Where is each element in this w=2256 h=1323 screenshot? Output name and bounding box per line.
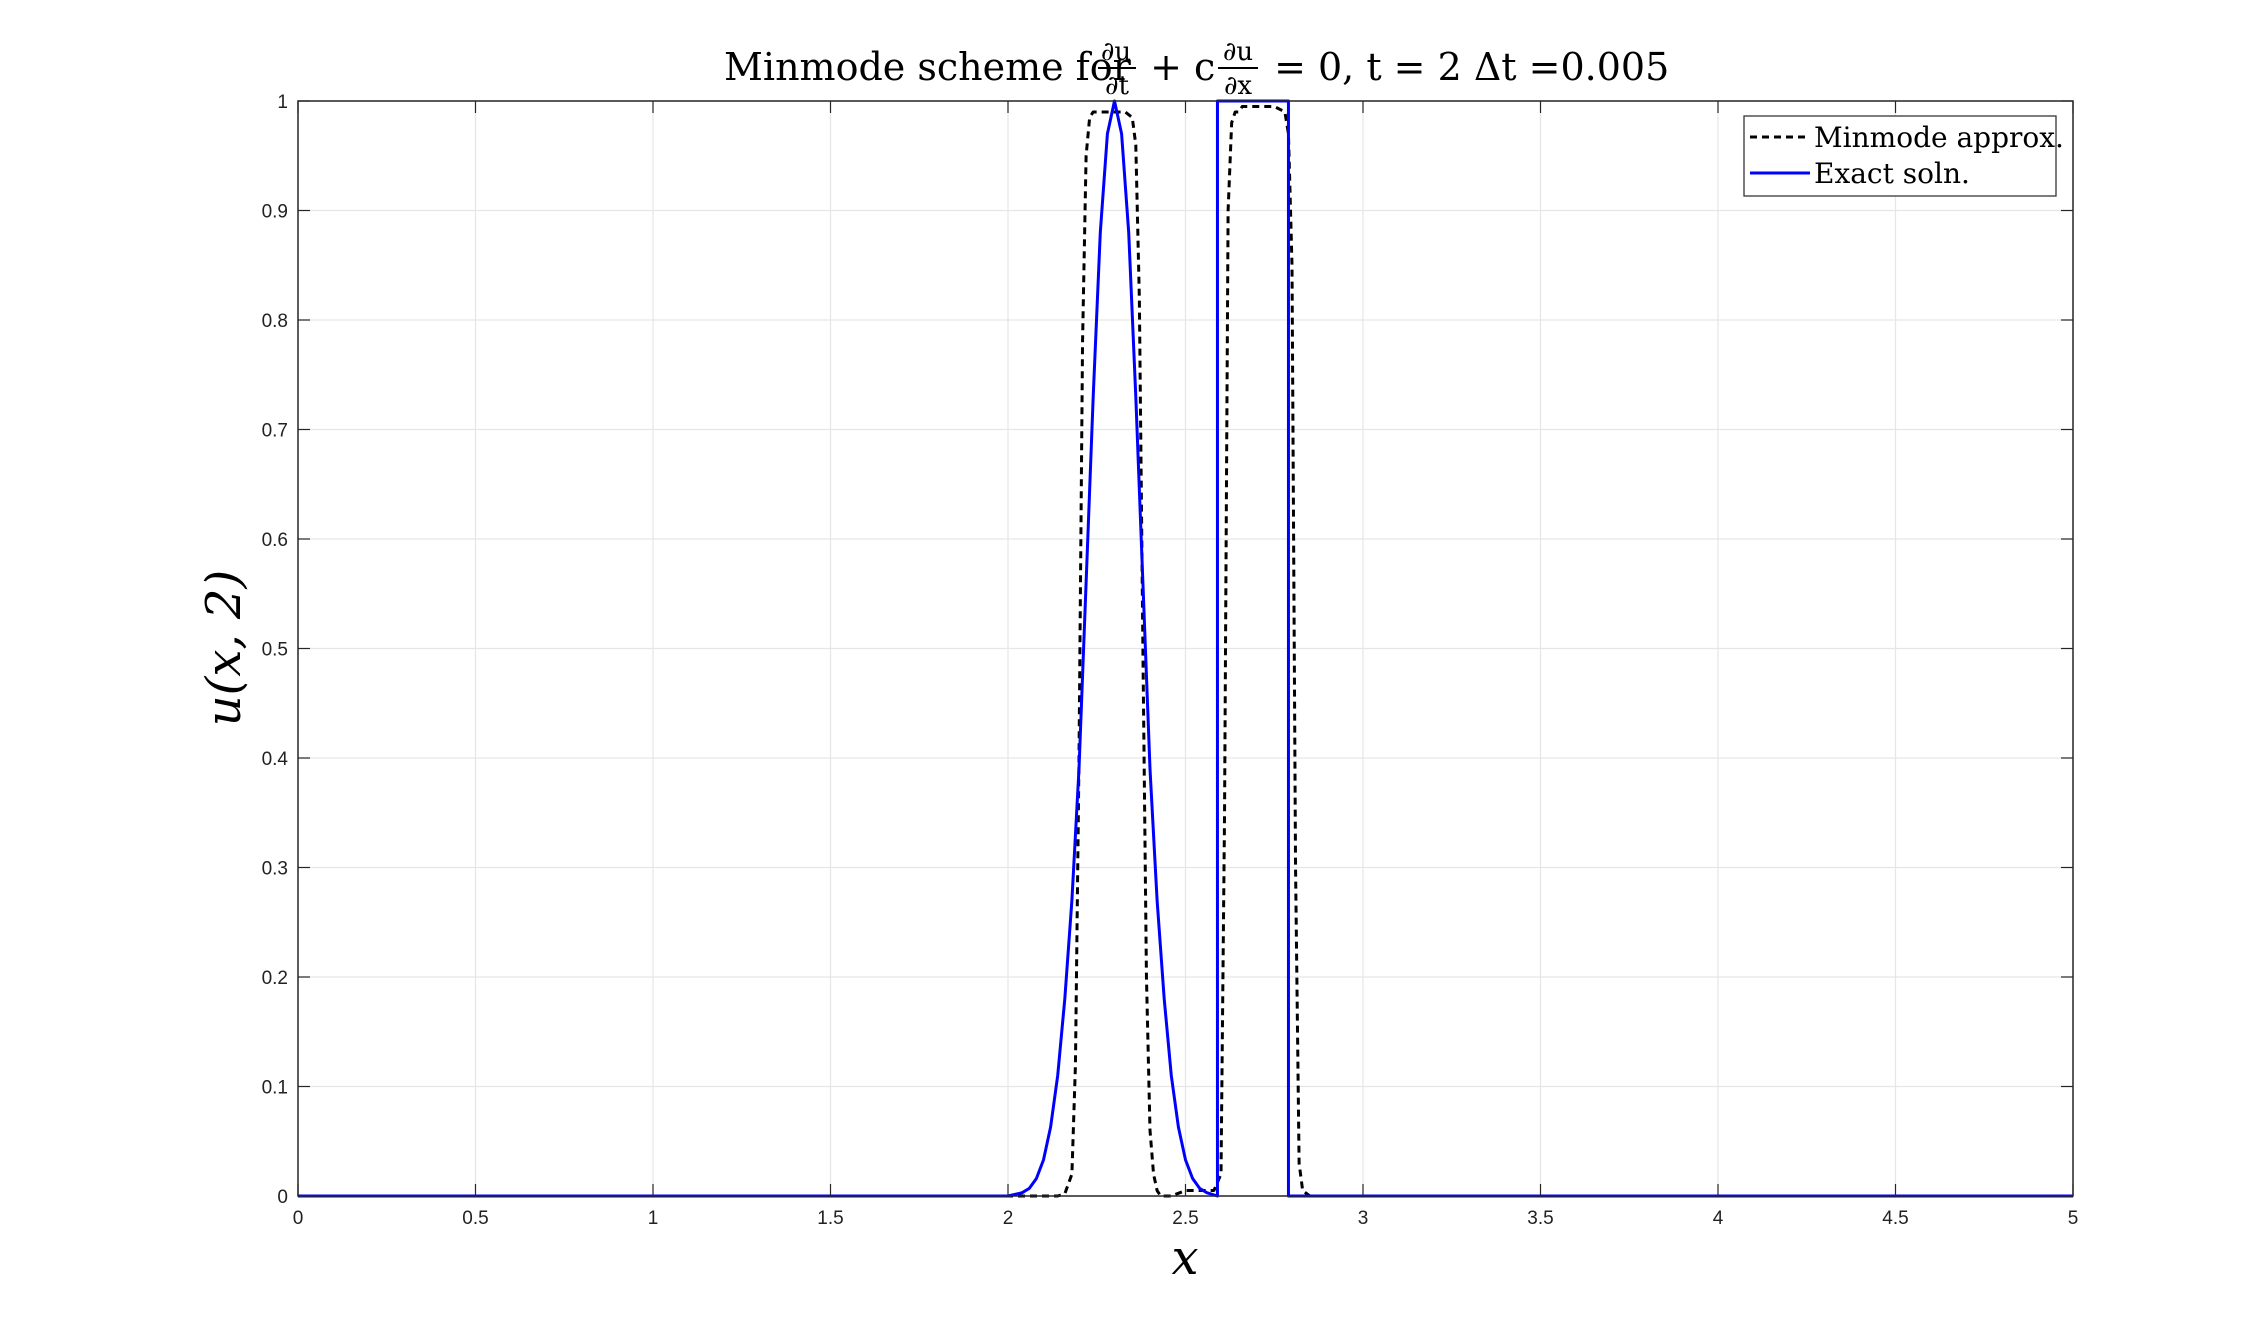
y-tick-label: 0.3 [262, 859, 288, 880]
y-tick-label: 0 [277, 1187, 288, 1208]
x-tick-label: 5 [2068, 1208, 2079, 1229]
x-tick-labels: 0 0.5 1 1.5 2 2.5 3 3.5 4 4.5 5 [293, 1208, 2079, 1229]
legend-label-minmode: Minmode approx. [1814, 121, 2064, 154]
y-tick-label: 0.8 [262, 311, 288, 332]
y-tick-label: 0.1 [262, 1078, 288, 1099]
legend-box [1743, 115, 2057, 197]
title-suffix: = 0, t = 2 Δt =0.005 [1262, 45, 1669, 89]
legend-label-exact: Exact soln. [1814, 157, 1970, 190]
y-tick-label: 0.5 [262, 640, 288, 661]
title-prefix: Minmode scheme for [724, 45, 1143, 89]
x-tick-label: 2.5 [1172, 1208, 1198, 1229]
series-line-exact [298, 99, 2073, 1198]
title-frac1-denominator: ∂t [1105, 71, 1129, 101]
x-tick-label: 1.5 [817, 1208, 843, 1229]
series-line-minmode [298, 104, 2073, 1198]
x-tick-label: 0.5 [462, 1208, 488, 1229]
x-tick-label: 4 [1713, 1208, 1724, 1229]
title-frac2-numerator: ∂u [1223, 37, 1253, 67]
y-tick-label: 1 [277, 92, 288, 113]
chart-title: Minmode scheme for ∂u ∂t + c ∂u ∂x = 0, … [724, 37, 1669, 101]
x-tick-label: 3 [1358, 1208, 1369, 1229]
x-tick-label: 0 [293, 1208, 304, 1229]
x-tick-label: 1 [648, 1208, 659, 1229]
y-tick-label: 0.4 [262, 749, 289, 770]
x-tick-label: 3.5 [1527, 1208, 1553, 1229]
title-frac1-numerator: ∂u [1101, 37, 1131, 67]
y-tick-labels: 0 0.1 0.2 0.3 0.4 0.5 0.6 0.7 0.8 0.9 1 [262, 92, 289, 1208]
title-frac2-denominator: ∂x [1224, 71, 1252, 101]
x-axis-label: x [1171, 1230, 1198, 1286]
y-tick-label: 0.6 [262, 530, 288, 551]
y-axis-label: u(x, 2) [196, 570, 252, 727]
legend: Minmode approx. Exact soln. [1743, 115, 2064, 197]
title-mid: + c [1138, 45, 1215, 89]
x-tick-label: 2 [1003, 1208, 1014, 1229]
ticks [297, 100, 2074, 1197]
y-tick-label: 0.9 [262, 202, 288, 223]
series-group [298, 99, 2073, 1198]
x-tick-label: 4.5 [1882, 1208, 1908, 1229]
y-tick-label: 0.2 [262, 968, 288, 989]
y-tick-label: 0.7 [262, 421, 288, 442]
